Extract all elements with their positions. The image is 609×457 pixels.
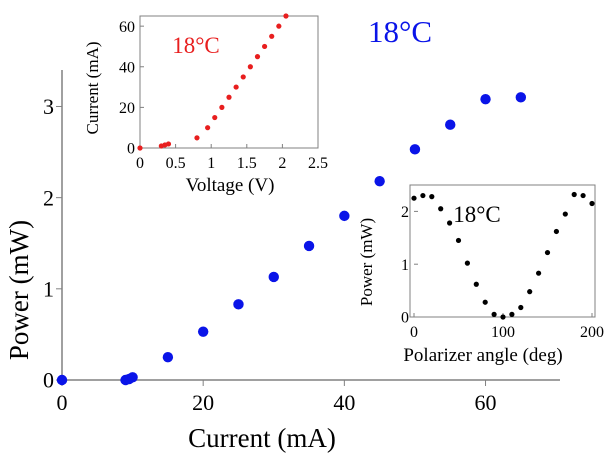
main-x-ticks: 0 20 40 60 xyxy=(57,380,497,415)
polarizer-inset-data-point xyxy=(464,260,470,266)
main-y-tick-label: 1 xyxy=(43,277,54,302)
voltage-inset-y-ticks: 0 20 40 60 xyxy=(119,19,144,158)
polarizer-inset-y-axis-label: Power (mW) xyxy=(357,218,376,306)
polarizer-inset-data-point xyxy=(429,194,435,200)
main-y-tick-label: 0 xyxy=(43,368,54,393)
voltage-inset-x-ticks: 0 0.5 1 1.5 2 2.5 xyxy=(136,144,328,172)
polarizer-inset-x-tick-label: 100 xyxy=(491,324,515,341)
voltage-inset-data-point xyxy=(165,141,172,147)
main-data-point xyxy=(56,374,68,386)
main-data-point xyxy=(480,93,491,105)
polarizer-inset-data-point xyxy=(447,220,453,226)
main-x-tick-label: 40 xyxy=(333,390,355,415)
main-data-point xyxy=(197,326,209,337)
voltage-inset-frame xyxy=(139,15,319,149)
polarizer-inset-title: 18°C xyxy=(453,202,501,227)
main-data-point xyxy=(127,372,138,383)
main-y-tick-label: 2 xyxy=(43,185,54,210)
polarizer-inset-x-axis-label: Polarizer angle (deg) xyxy=(403,345,562,366)
polarizer-inset-x-ticks: 0 100 200 xyxy=(410,313,604,341)
polarizer-inset-data-point xyxy=(589,200,595,207)
polarizer-inset-data-point xyxy=(438,206,444,212)
main-y-axis-label: Power (mW) xyxy=(4,220,34,360)
main-data-point xyxy=(515,92,527,103)
voltage-inset-x-tick-label: 2.5 xyxy=(308,155,328,172)
voltage-inset-data-point xyxy=(283,13,289,19)
voltage-inset-data-point xyxy=(226,94,232,100)
voltage-inset-y-tick-label: 0 xyxy=(127,141,135,158)
main-data-point xyxy=(162,352,174,363)
voltage-inset-data-point xyxy=(247,64,253,70)
polarizer-inset-data-point xyxy=(580,192,586,199)
main-data-point xyxy=(233,299,244,310)
polarizer-inset-y-tick-label: 0 xyxy=(401,310,409,327)
voltage-inset-data-point xyxy=(240,74,246,80)
voltage-inset-x-tick-label: 0 xyxy=(136,155,144,172)
main-data-point xyxy=(303,240,315,252)
main-data-point xyxy=(374,176,385,187)
main-y-ticks: 0 1 2 3 xyxy=(43,94,62,393)
voltage-inset-data-point xyxy=(205,125,211,131)
voltage-inset-data-point xyxy=(212,114,218,121)
voltage-inset-x-tick-label: 1.5 xyxy=(237,155,257,172)
polarizer-inset-data-point xyxy=(527,289,533,295)
voltage-inset-chart: 0 0.5 1 1.5 2 2.5 0 20 40 60 18°C Voltage (V) Cu… xyxy=(83,13,328,196)
voltage-inset-title: 18°C xyxy=(172,33,220,58)
main-x-tick-label: 0 xyxy=(57,390,68,415)
voltage-inset-y-tick-label: 20 xyxy=(119,100,135,117)
voltage-inset-data-point xyxy=(269,33,275,39)
polarizer-inset-y-ticks: 0 1 2 xyxy=(401,204,418,327)
polarizer-inset-data-point xyxy=(553,228,560,235)
polarizer-inset-x-tick-label: 200 xyxy=(580,324,604,341)
voltage-inset-x-tick-label: 1 xyxy=(207,155,215,172)
voltage-inset-data-point xyxy=(137,145,143,151)
polarizer-inset-data-points xyxy=(411,191,595,320)
polarizer-inset-y-tick-label: 1 xyxy=(401,257,409,274)
voltage-inset-y-axis-label: Current (mA) xyxy=(83,41,102,134)
polarizer-inset-data-point xyxy=(571,191,577,198)
main-data-point xyxy=(268,271,279,283)
voltage-inset-data-point xyxy=(194,135,200,141)
voltage-inset-x-axis-label: Voltage (V) xyxy=(186,175,275,196)
polarizer-inset-x-tick-label: 0 xyxy=(410,324,418,341)
voltage-inset-data-point xyxy=(254,54,261,60)
voltage-inset-x-tick-label: 2 xyxy=(278,155,286,172)
polarizer-inset-data-point xyxy=(420,192,426,199)
main-data-point xyxy=(445,119,456,130)
polarizer-inset-data-point xyxy=(518,304,524,311)
voltage-inset-y-tick-label: 60 xyxy=(119,19,135,36)
polarizer-inset-data-point xyxy=(411,195,417,201)
voltage-inset-data-point xyxy=(233,84,239,90)
main-chart-title: 18°C xyxy=(368,14,432,49)
main-y-tick-label: 3 xyxy=(43,94,54,119)
polarizer-inset-data-point xyxy=(562,211,568,217)
polarizer-inset-data-point xyxy=(544,249,551,256)
voltage-inset-data-point xyxy=(219,104,225,110)
polarizer-inset-frame xyxy=(409,184,596,318)
voltage-inset-y-tick-label: 40 xyxy=(119,59,135,76)
polarizer-inset-chart: 0 100 200 0 1 2 18°C Polarizer angle (deg) P… xyxy=(357,184,604,366)
main-data-points xyxy=(56,92,527,386)
polarizer-inset-data-point xyxy=(509,311,515,317)
voltage-inset-data-point xyxy=(276,23,282,29)
main-x-tick-label: 60 xyxy=(475,390,497,415)
main-x-tick-label: 20 xyxy=(192,390,214,415)
main-x-axis-label: Current (mA) xyxy=(188,423,336,453)
polarizer-inset-data-point xyxy=(536,270,542,276)
polarizer-inset-data-point xyxy=(482,299,488,305)
polarizer-inset-data-point xyxy=(455,237,462,244)
voltage-inset-data-points xyxy=(137,13,289,151)
voltage-inset-x-tick-label: 0.5 xyxy=(166,155,186,172)
main-data-point xyxy=(339,210,350,222)
main-data-point xyxy=(409,144,421,155)
polarizer-inset-y-tick-label: 2 xyxy=(401,204,409,221)
polarizer-inset-data-point xyxy=(500,314,506,320)
polarizer-inset-data-point xyxy=(473,281,479,287)
voltage-inset-data-point xyxy=(262,43,268,50)
polarizer-inset-data-point xyxy=(491,311,497,317)
